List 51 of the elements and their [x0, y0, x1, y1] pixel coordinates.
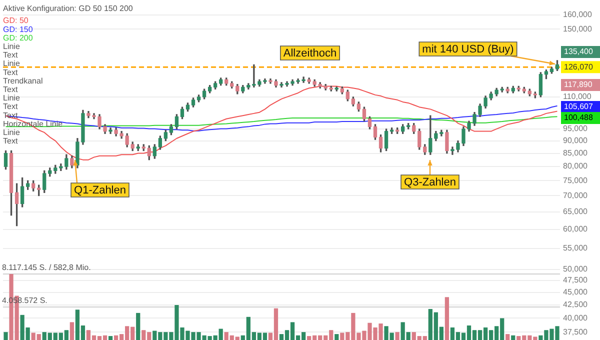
annotation: mit 140 USD (Buy): [422, 44, 514, 56]
y-tick-label: 40,000: [563, 313, 588, 322]
text: 105,607: [564, 102, 594, 112]
y-tick-label: 110,000: [563, 92, 592, 102]
y-tick-label: 42,500: [563, 300, 588, 310]
y-tick-label: 90,000: [563, 136, 588, 145]
y-tick-label: 65,000: [563, 207, 588, 216]
annotation: Text: [3, 85, 18, 94]
bar: [395, 332, 400, 340]
y-tick-label: 95,000: [563, 124, 588, 134]
bar: [136, 312, 140, 340]
annotation: Q3-Zahlen: [404, 176, 456, 189]
y-tick-label: 160,000: [563, 10, 592, 20]
y-tick-label: 150,000: [563, 24, 592, 34]
annotation: Linie: [3, 128, 20, 138]
ref-line-label: 126,070: [564, 62, 594, 72]
annotation: Linie: [3, 94, 20, 103]
annotation: Allzeithoch: [283, 48, 337, 60]
annotation: Text: [3, 68, 18, 77]
bar: [70, 322, 74, 340]
text: 135,400: [564, 47, 594, 56]
bar: [108, 336, 113, 340]
annotation: Linie: [3, 42, 20, 52]
annotation: Q1-Zahlen: [74, 184, 126, 197]
y-tick-label: 75,000: [563, 176, 588, 185]
text: 100,488: [564, 113, 594, 122]
annotation: Text: [3, 136, 18, 146]
text: 117,890: [564, 80, 593, 90]
ref-line-label: 8.117.145 S. / 582,8 Mio.: [2, 263, 91, 272]
bar: [511, 335, 516, 340]
annotation: Linie: [3, 59, 20, 68]
y-tick-label: 47,500: [563, 276, 588, 285]
y-tick-label: 50,000: [563, 264, 588, 274]
y-tick-label: 60,000: [563, 224, 588, 234]
bar: [506, 334, 510, 340]
chart-title: Aktive Konfiguration: GD 50 150 200: [3, 4, 134, 14]
y-tick-label: 85,000: [563, 148, 588, 158]
annotation: Text: [3, 102, 18, 112]
text: GD: 150: [3, 24, 34, 34]
y-tick-label: 70,000: [563, 190, 588, 200]
annotation: Trendkanal: [3, 76, 43, 86]
annotation: Text: [3, 50, 18, 60]
bar: [4, 332, 8, 340]
y-tick-label: 45,000: [563, 288, 588, 297]
bar: [334, 334, 339, 340]
y-tick-label: 55,000: [563, 244, 588, 253]
bar: [444, 297, 450, 340]
text: GD: 200: [3, 33, 34, 42]
y-tick-label: 80,000: [563, 162, 588, 171]
y-tick-label: 37,500: [563, 327, 588, 336]
text: GD: 50: [3, 16, 29, 26]
